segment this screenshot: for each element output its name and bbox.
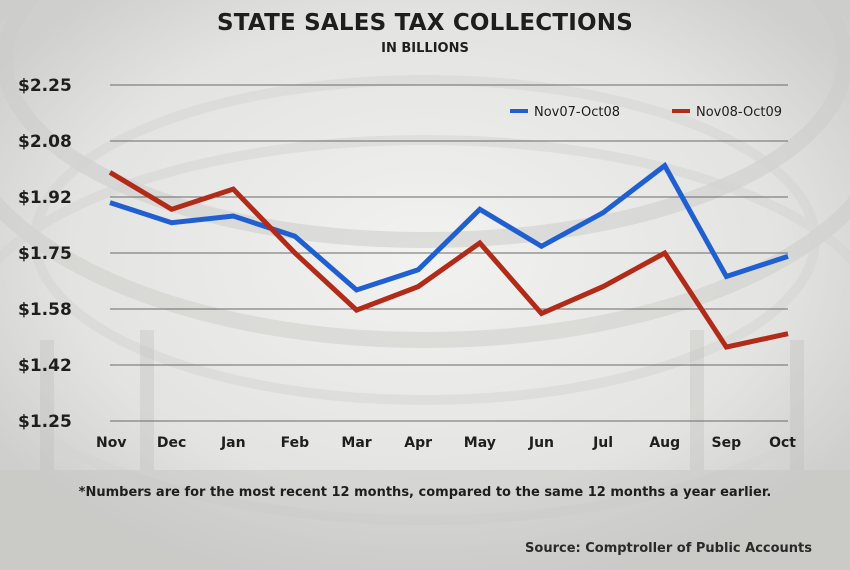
chart-title: STATE SALES TAX COLLECTIONS xyxy=(217,10,633,36)
y-tick-label: $1.92 xyxy=(18,188,72,208)
legend: Nov07-Oct08 Nov08-Oct09 xyxy=(510,105,782,120)
x-axis-ticks: Nov Dec Jan Feb Mar Apr May Jun Jul Aug Sep Oct xyxy=(96,435,796,451)
x-tick-label: Jan xyxy=(220,435,246,451)
x-tick-label: Apr xyxy=(404,435,432,451)
x-tick-label: Mar xyxy=(341,435,371,451)
y-tick-label: $2.08 xyxy=(18,132,72,152)
series-line-1 xyxy=(109,161,789,293)
x-tick-label: Nov xyxy=(96,435,126,451)
x-tick-label: Aug xyxy=(649,435,680,451)
series-lines xyxy=(108,161,789,350)
series-line-2 xyxy=(108,170,789,350)
x-tick-label: Oct xyxy=(769,435,796,451)
x-tick-label: Jun xyxy=(528,435,554,451)
x-tick-label: May xyxy=(464,435,496,451)
x-tick-label: Jul xyxy=(592,435,613,451)
y-tick-label: $1.75 xyxy=(18,244,72,264)
y-tick-label: $1.58 xyxy=(18,300,72,320)
y-axis-ticks: $2.25 $2.08 $1.92 $1.75 $1.58 $1.42 $1.25 xyxy=(18,76,72,432)
legend-label: Nov07-Oct08 xyxy=(534,105,620,120)
footnote: *Numbers are for the most recent 12 mont… xyxy=(78,485,772,500)
x-tick-label: Sep xyxy=(712,435,742,451)
x-tick-label: Dec xyxy=(157,435,186,451)
y-tick-label: $1.25 xyxy=(18,412,72,432)
y-tick-label: $2.25 xyxy=(18,76,72,96)
y-tick-label: $1.42 xyxy=(18,356,72,376)
gridlines xyxy=(110,84,788,422)
legend-label: Nov08-Oct09 xyxy=(696,105,782,120)
chart-subtitle: IN BILLIONS xyxy=(381,41,469,56)
source-note: Source: Comptroller of Public Accounts xyxy=(525,541,812,556)
x-tick-label: Feb xyxy=(281,435,310,451)
